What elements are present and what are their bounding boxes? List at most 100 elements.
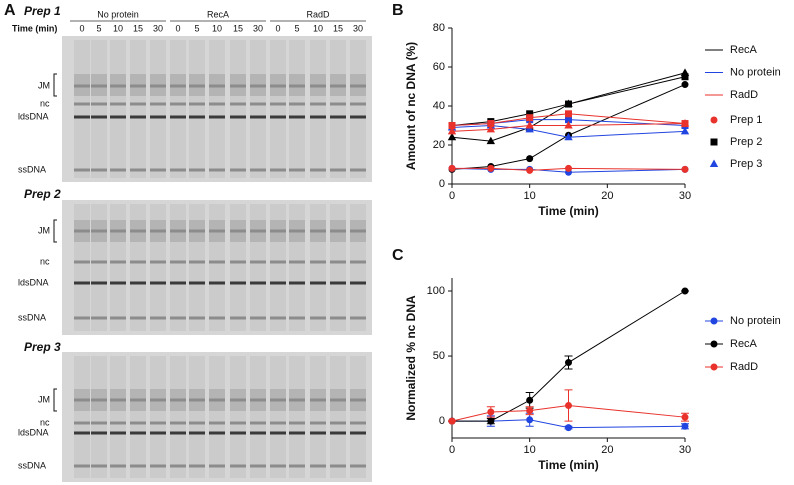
gel-band	[270, 464, 286, 468]
marker	[526, 114, 534, 122]
gel-band	[350, 431, 366, 435]
y-tick-label: 0	[439, 178, 445, 190]
marker	[565, 110, 572, 118]
gel-band	[330, 431, 346, 435]
gel-band	[250, 168, 266, 172]
marker	[709, 159, 719, 167]
y-axis-label: Amount of nc DNA (%)	[404, 42, 418, 170]
gel-band	[310, 84, 326, 88]
gel-band	[289, 168, 305, 172]
gel-lane	[310, 40, 326, 178]
marker	[710, 340, 718, 348]
gel-band	[189, 398, 205, 402]
gel-band	[74, 431, 90, 435]
gel-band	[310, 431, 326, 435]
gel-band	[209, 398, 225, 402]
gel-lane	[330, 356, 346, 478]
gel-band	[170, 229, 186, 233]
marker	[487, 408, 495, 416]
panel-letter: C	[392, 247, 404, 264]
gel-band	[330, 260, 346, 264]
gel-band	[230, 431, 246, 435]
gel-lane	[91, 40, 107, 178]
gel-lane	[110, 356, 126, 478]
marker	[681, 422, 689, 430]
x-axis-label: Time (min)	[538, 204, 598, 218]
gel-band	[270, 431, 286, 435]
gel-band	[310, 398, 326, 402]
time-tick: 5	[96, 23, 101, 33]
gel-band	[350, 229, 366, 233]
band-label: JM	[38, 225, 50, 235]
gel-band	[230, 398, 246, 402]
marker	[447, 132, 457, 141]
gel-band	[350, 421, 366, 425]
marker	[680, 68, 690, 76]
gel-lane	[170, 40, 186, 178]
gel-lane	[289, 356, 305, 478]
gel-lane	[110, 40, 126, 178]
gel-band	[350, 168, 366, 172]
panel-letter: A	[4, 2, 16, 19]
legend-label: Prep 2	[730, 136, 762, 148]
gel-lane	[189, 40, 205, 178]
gel-band	[189, 316, 205, 320]
gel-band	[209, 281, 225, 285]
gel-band	[209, 115, 225, 119]
legend-label: RadD	[730, 361, 758, 373]
band-label: nc	[40, 256, 50, 266]
gel-band	[110, 464, 126, 468]
gel-band	[91, 398, 107, 402]
marker	[565, 116, 572, 124]
marker	[526, 166, 534, 174]
time-tick: 5	[294, 23, 299, 33]
marker	[526, 416, 534, 424]
gel-band	[250, 229, 266, 233]
time-tick: 5	[194, 23, 199, 33]
prep-label: Prep 3	[24, 340, 61, 354]
gel-band	[310, 115, 326, 119]
time-tick: 30	[253, 23, 263, 33]
gel-lane	[310, 356, 326, 478]
gel-band	[110, 316, 126, 320]
marker	[448, 164, 456, 172]
y-tick-label: 100	[427, 285, 445, 297]
gel-band	[330, 316, 346, 320]
gel-band	[130, 115, 146, 119]
marker	[526, 407, 534, 415]
gel-band	[350, 260, 366, 264]
gel-band	[310, 281, 326, 285]
gel-band	[250, 421, 266, 425]
y-tick-label: 80	[433, 22, 445, 34]
gel-lane	[150, 40, 166, 178]
gel-band	[209, 229, 225, 233]
gel-lane	[250, 356, 266, 478]
gel-band	[170, 398, 186, 402]
gel-band	[230, 102, 246, 106]
gel-band	[110, 84, 126, 88]
gel-band	[289, 84, 305, 88]
group-label: No protein	[97, 9, 139, 19]
gel-band	[74, 281, 90, 285]
marker	[526, 110, 534, 118]
marker	[487, 417, 495, 425]
gel-band	[74, 229, 90, 233]
gel-band	[74, 84, 90, 88]
gel-band	[189, 281, 205, 285]
marker	[486, 136, 496, 145]
gel-band	[74, 421, 90, 425]
legend-label: RecA	[730, 338, 758, 350]
gel-lane	[230, 40, 246, 178]
marker	[564, 121, 573, 129]
gel-band	[270, 316, 286, 320]
gel-band	[74, 464, 90, 468]
gel-band	[310, 421, 326, 425]
gel-band	[209, 168, 225, 172]
gel-band	[91, 421, 107, 425]
gel-band	[289, 316, 305, 320]
gel-band	[110, 260, 126, 264]
y-tick-label: 40	[433, 100, 445, 112]
gel-band	[270, 421, 286, 425]
gel-band	[350, 102, 366, 106]
